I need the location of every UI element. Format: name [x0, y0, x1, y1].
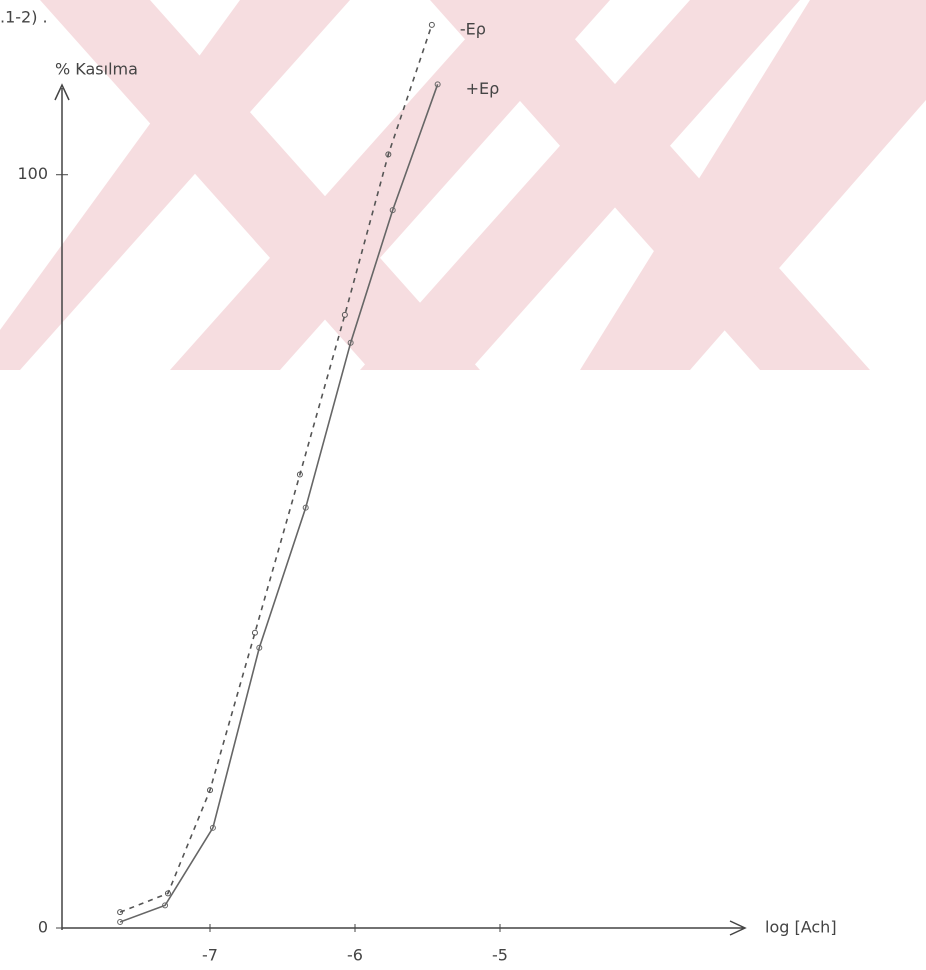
watermark [0, 0, 926, 370]
legend-label: -Eρ [460, 19, 486, 38]
chart-title: .1-2) . [0, 8, 48, 27]
y-axis-label: % Kasılma [55, 60, 138, 79]
point [429, 22, 434, 27]
y-tick-label: 0 [38, 918, 48, 937]
x-tick-label: -5 [492, 946, 508, 965]
legend-label: +Eρ [466, 79, 500, 98]
x-tick-label: -6 [347, 946, 363, 965]
x-axis-label: log [Ach] [765, 918, 837, 937]
chart: .1-2) . % Kasılma log [Ach] 0 100 -7 -6 -5 -E… [0, 0, 926, 970]
x-tick-label: -7 [202, 946, 218, 965]
x-axis [62, 921, 745, 935]
y-tick-label: 100 [17, 164, 48, 183]
y-axis [55, 85, 69, 930]
